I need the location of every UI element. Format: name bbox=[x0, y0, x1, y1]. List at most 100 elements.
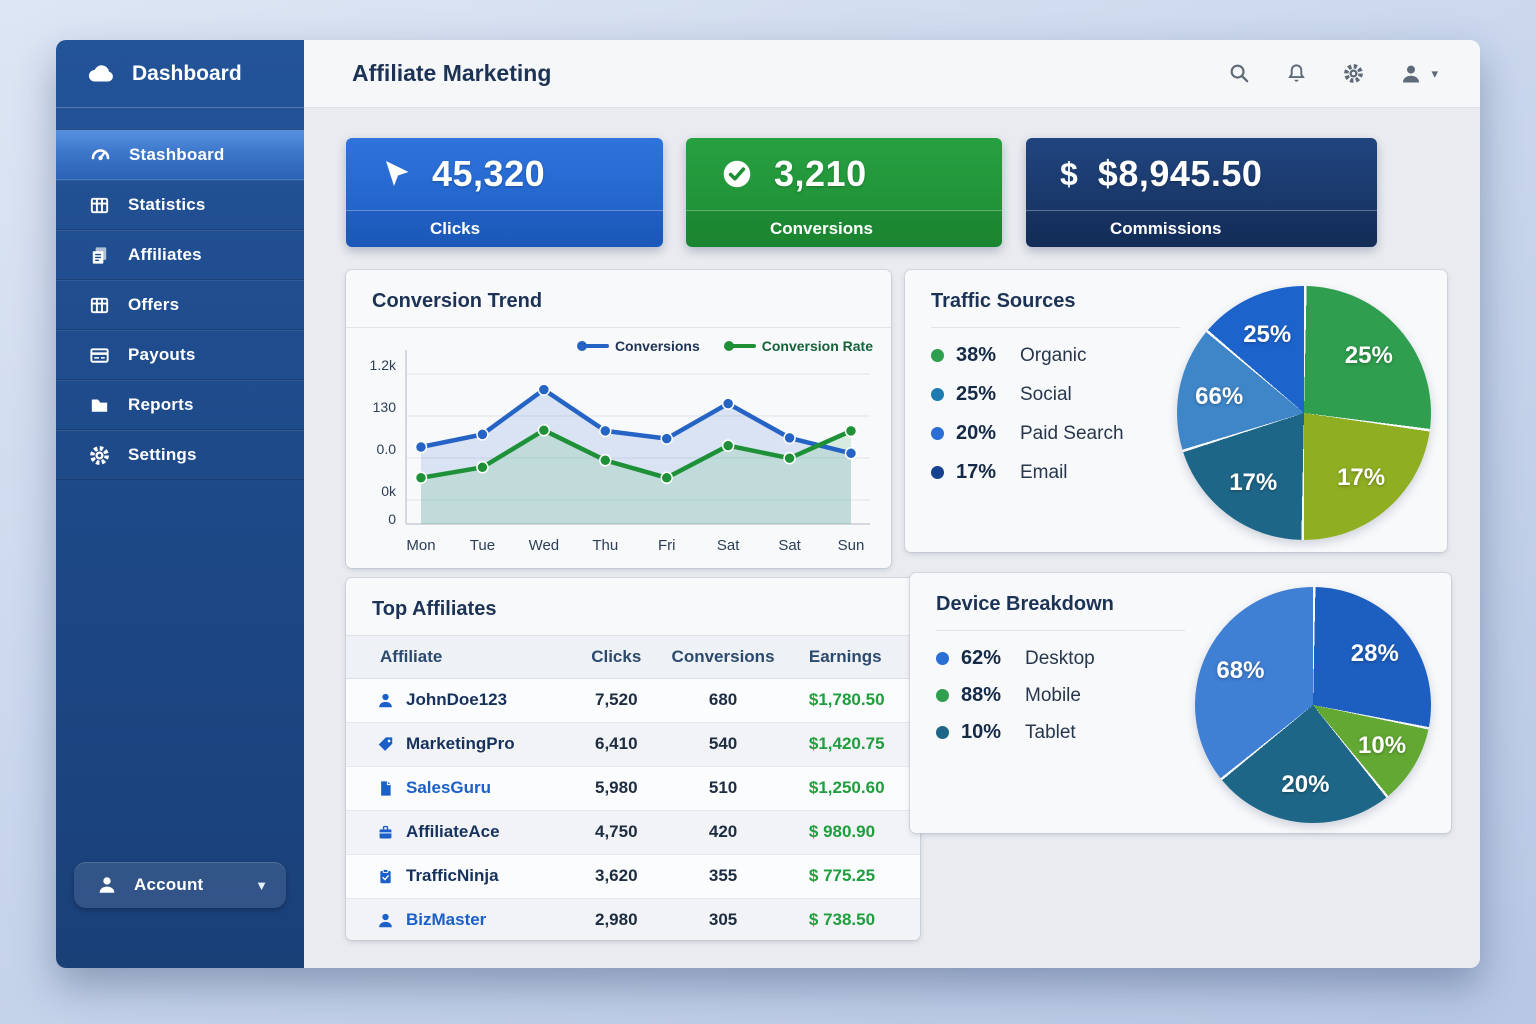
x-tick-label: Mon bbox=[406, 537, 435, 554]
legend-dot bbox=[936, 652, 949, 665]
data-point bbox=[844, 424, 858, 438]
x-tick-label: Sun bbox=[838, 537, 865, 554]
affiliate-name: TrafficNinja bbox=[376, 866, 581, 886]
legend-marker bbox=[723, 341, 756, 351]
conversions-cell: 540 bbox=[651, 722, 795, 767]
user-icon bbox=[376, 911, 395, 930]
data-point bbox=[414, 440, 428, 454]
legend-item: 10% Tablet bbox=[936, 721, 1451, 744]
table-row: JohnDoe123 7,520 680 $1,780.50 bbox=[346, 678, 920, 723]
pie-slice-label: 20% bbox=[1281, 770, 1330, 798]
pie-slice-label: 25% bbox=[1344, 341, 1393, 369]
legend-label: Social bbox=[1020, 383, 1072, 405]
sidebar-item-label: Statistics bbox=[128, 195, 206, 214]
affiliate-name-link[interactable]: BizMaster bbox=[376, 910, 581, 930]
sidebar-brand: Dashboard bbox=[56, 40, 304, 108]
documents-icon bbox=[88, 244, 111, 267]
card-icon bbox=[88, 344, 111, 367]
sidebar-nav: Stashboard Statistics Affiliates Offers … bbox=[56, 130, 304, 480]
page-title: Affiliate Marketing bbox=[352, 60, 552, 86]
table-row: TrafficNinja 3,620 355 $ 775.25 bbox=[346, 854, 920, 899]
user-icon bbox=[1399, 62, 1423, 86]
pie-slice-label: 66% bbox=[1195, 382, 1244, 410]
table-row: MarketingPro 6,410 540 $1,420.75 bbox=[346, 722, 920, 767]
device-breakdown-panel: Device Breakdown 62% Desktop 88% Mobile 10… bbox=[910, 573, 1451, 833]
traffic-sources-pie: 25% 17% 17% 66% 25% bbox=[1177, 286, 1431, 540]
legend-pct: 10% bbox=[961, 721, 1002, 743]
legend-dot bbox=[936, 689, 949, 702]
legend-pct: 88% bbox=[961, 684, 1002, 706]
data-point bbox=[783, 451, 796, 465]
gear-icon bbox=[88, 444, 111, 467]
sidebar-item-label: Offers bbox=[128, 295, 180, 314]
legend-dot bbox=[931, 388, 944, 401]
kpi-value: 45,320 bbox=[432, 153, 546, 194]
sidebar-item-statistics[interactable]: Statistics bbox=[56, 180, 304, 230]
sidebar-item-payouts[interactable]: Payouts bbox=[56, 330, 304, 380]
sidebar-item-reports[interactable]: Reports bbox=[56, 380, 304, 430]
kpi-commissions-card: $ $8,945.50 Commissions bbox=[1026, 138, 1377, 247]
legend-dot bbox=[936, 726, 949, 739]
legend-marker bbox=[576, 341, 609, 351]
kpi-label: Conversions bbox=[686, 210, 1002, 247]
file-icon bbox=[376, 779, 395, 798]
x-tick-label: Fri bbox=[658, 537, 676, 554]
series-line bbox=[420, 387, 852, 456]
data-point bbox=[660, 432, 673, 445]
user-icon bbox=[96, 874, 118, 896]
panel-title: Device Breakdown bbox=[936, 593, 1114, 615]
dollar-icon: $ bbox=[1060, 155, 1078, 192]
data-point bbox=[476, 428, 489, 441]
briefcase-icon bbox=[376, 823, 395, 842]
conversions-cell: 355 bbox=[651, 854, 795, 899]
account-button[interactable]: Account ▼ bbox=[74, 862, 286, 908]
check-circle-icon bbox=[720, 157, 754, 191]
affiliate-name: AffiliateAce bbox=[376, 822, 581, 842]
pie-slice-label: 28% bbox=[1350, 639, 1399, 667]
panel-title: Conversion Trend bbox=[372, 290, 543, 312]
top-affiliates-panel: Top Affiliates Affiliate Clicks Conversi… bbox=[346, 578, 920, 940]
legend-pct: 17% bbox=[956, 461, 997, 483]
clicks-cell: 2,980 bbox=[581, 898, 652, 940]
panel-title: Traffic Sources bbox=[931, 290, 1076, 312]
pie-slice-label: 17% bbox=[1337, 463, 1386, 491]
conversions-cell: 680 bbox=[651, 678, 795, 723]
legend-item: 20% Paid Search bbox=[931, 422, 1447, 445]
legend-pct: 20% bbox=[956, 422, 997, 444]
gear-icon[interactable] bbox=[1342, 62, 1365, 85]
grid-table-icon bbox=[88, 294, 111, 317]
kpi-value: 3,210 bbox=[774, 153, 867, 194]
user-menu[interactable]: ▾ bbox=[1399, 62, 1438, 86]
device-legend: 62% Desktop 88% Mobile 10% Tablet bbox=[910, 631, 1451, 744]
series-area bbox=[421, 430, 851, 524]
bell-icon[interactable] bbox=[1285, 62, 1308, 85]
table-row: BizMaster 2,980 305 $ 738.50 bbox=[346, 898, 920, 940]
top-header: Affiliate Marketing ▾ bbox=[304, 40, 1480, 108]
chevron-down-icon: ▼ bbox=[255, 877, 268, 893]
sidebar-item-label: Affiliates bbox=[128, 245, 202, 264]
y-tick-label: 130 bbox=[373, 399, 397, 415]
affiliate-name-link[interactable]: SalesGuru bbox=[376, 778, 581, 798]
earnings-cell: $1,780.50 bbox=[794, 678, 920, 723]
folder-icon bbox=[88, 394, 111, 417]
earnings-cell: $1,250.60 bbox=[794, 766, 920, 811]
sidebar-item-offers[interactable]: Offers bbox=[56, 280, 304, 330]
legend-dot bbox=[931, 427, 944, 440]
x-tick-label: Thu bbox=[592, 537, 618, 554]
sidebar-item-dashboard[interactable]: Stashboard bbox=[56, 130, 304, 180]
chart-legend: Conversions Conversion Rate bbox=[576, 338, 873, 354]
legend-pct: 25% bbox=[956, 383, 997, 405]
legend-pct: 38% bbox=[956, 344, 997, 366]
legend-label: Conversions bbox=[614, 338, 700, 354]
search-icon[interactable] bbox=[1228, 62, 1251, 85]
sidebar-item-settings[interactable]: Settings bbox=[56, 430, 304, 480]
legend-pct: 62% bbox=[961, 647, 1002, 669]
app-window: Dashboard Stashboard Statistics Affiliat… bbox=[56, 40, 1480, 968]
conversions-cell: 420 bbox=[651, 810, 795, 855]
sidebar-item-label: Reports bbox=[128, 395, 194, 414]
conversion-trend-chart: 1.2k 130 0.0 0k 0 Mon Tue Wed Thu Fri Sat Sat Sun Co… bbox=[346, 328, 891, 570]
legend-label: Conversion Rate bbox=[761, 338, 873, 354]
clicks-cell: 3,620 bbox=[581, 854, 652, 899]
sidebar-item-affiliates[interactable]: Affiliates bbox=[56, 230, 304, 280]
sidebar-item-label: Payouts bbox=[128, 345, 196, 364]
